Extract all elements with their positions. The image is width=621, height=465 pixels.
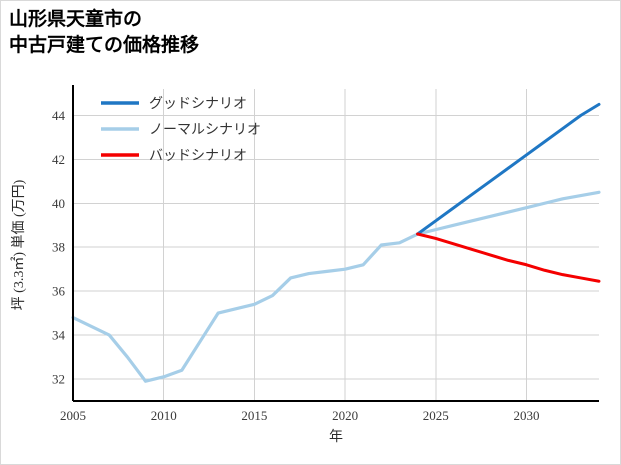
legend-label-good: グッドシナリオ xyxy=(149,96,247,112)
x-tick-2030: 2030 xyxy=(513,408,539,423)
x-tick-2025: 2025 xyxy=(423,408,449,423)
y-tick-36: 36 xyxy=(52,284,66,299)
x-axis-tick-labels: 2005 2010 2015 2020 2025 2030 xyxy=(60,408,539,423)
axis-spines xyxy=(72,85,599,402)
y-tick-40: 40 xyxy=(52,196,65,211)
data-series-group xyxy=(71,102,601,383)
y-tick-42: 42 xyxy=(52,152,65,167)
page-title: 山形県天童市の 中古戸建ての価格推移 xyxy=(9,9,200,57)
x-tick-2015: 2015 xyxy=(241,408,267,423)
x-tick-2005: 2005 xyxy=(60,408,86,423)
x-axis-title: 年 xyxy=(329,429,343,445)
y-tick-38: 38 xyxy=(52,240,65,255)
x-tick-2020: 2020 xyxy=(332,408,358,423)
gridlines xyxy=(73,89,599,401)
x-tick-2010: 2010 xyxy=(151,408,177,423)
y-tick-44: 44 xyxy=(52,108,66,123)
series-line-ノーマルシナリオ xyxy=(71,190,601,383)
y-tick-34: 34 xyxy=(52,328,66,343)
y-axis-tick-labels: 32 34 36 38 40 42 44 xyxy=(52,108,66,387)
legend-label-normal: ノーマルシナリオ xyxy=(149,123,261,138)
y-tick-32: 32 xyxy=(52,372,65,387)
series-line-グッドシナリオ xyxy=(416,102,601,236)
series-line-バッドシナリオ xyxy=(416,232,601,283)
legend-label-bad: バッドシナリオ xyxy=(149,149,247,164)
y-axis-title: 坪 (3.3㎡) 単価 (万円) xyxy=(11,179,27,310)
